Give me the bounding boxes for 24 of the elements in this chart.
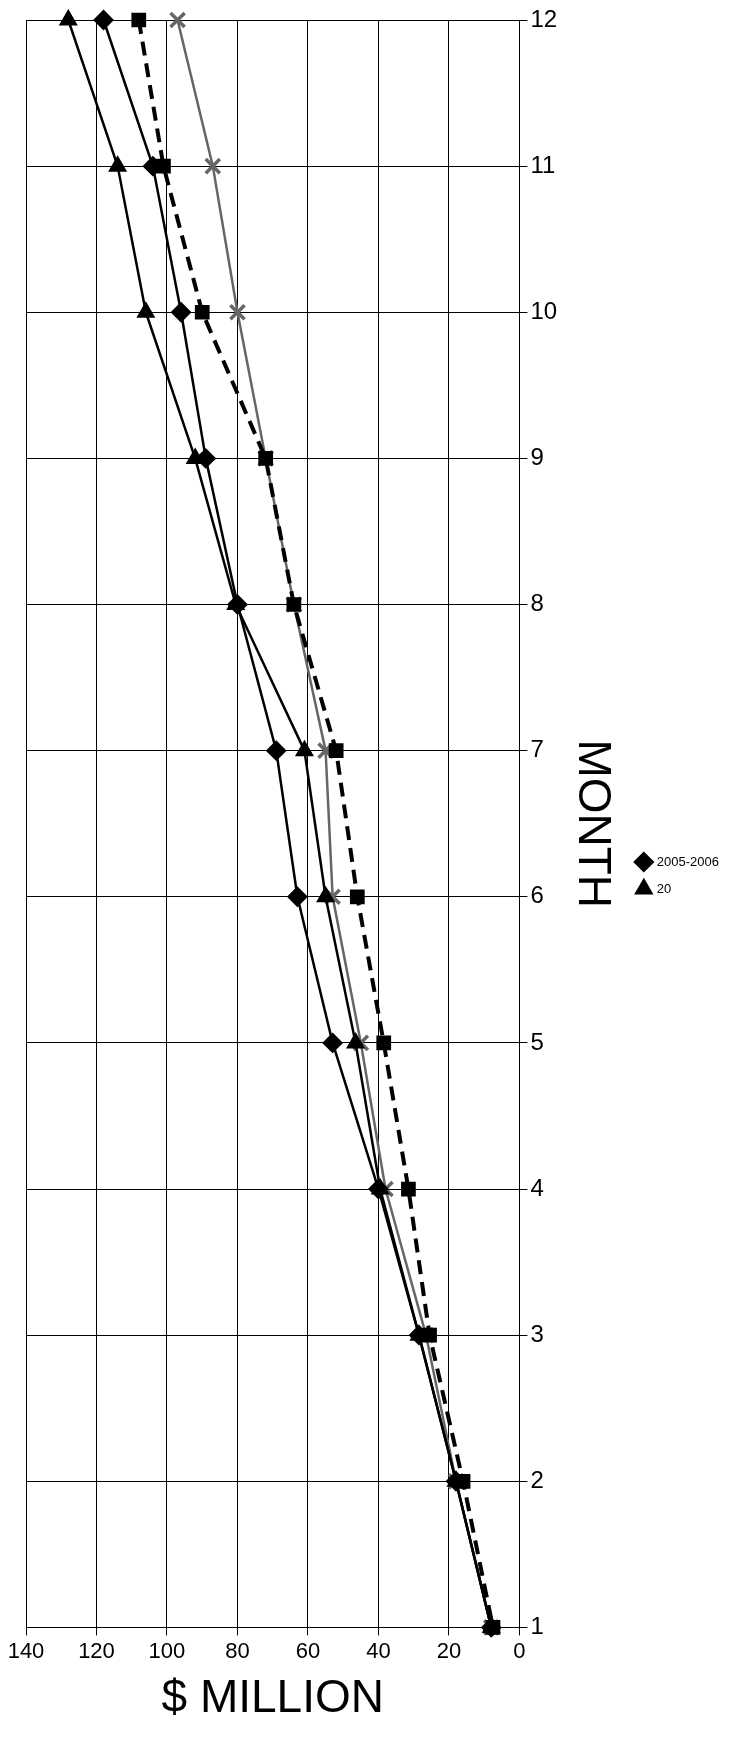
y-axis-title: MONTH bbox=[569, 739, 622, 909]
y-tick-label: 3 bbox=[530, 1319, 544, 1347]
x-tick-label: 20 bbox=[436, 1637, 462, 1663]
legend-label: 20 bbox=[656, 880, 672, 896]
y-tick-label: 10 bbox=[530, 296, 558, 324]
y-tick-label: 1 bbox=[530, 1612, 544, 1640]
x-tick-label: 120 bbox=[78, 1637, 115, 1663]
x-tick-label: 100 bbox=[148, 1637, 186, 1663]
y-tick-label: 5 bbox=[530, 1027, 544, 1055]
y-tick-label: 4 bbox=[530, 1173, 544, 1201]
x-tick-label: 140 bbox=[7, 1637, 45, 1663]
x-tick-label: 40 bbox=[366, 1637, 391, 1663]
y-tick-label: 12 bbox=[530, 4, 558, 32]
y-tick-label: 9 bbox=[530, 443, 544, 471]
y-tick-label: 6 bbox=[530, 881, 544, 909]
y-tick-label: 7 bbox=[530, 735, 544, 763]
x-tick-label: 0 bbox=[513, 1637, 526, 1663]
x-axis-title: $ MILLION bbox=[161, 1670, 384, 1723]
y-tick-label: 2 bbox=[530, 1465, 544, 1493]
y-tick-label: 11 bbox=[530, 150, 556, 178]
x-tick-label: 80 bbox=[225, 1637, 250, 1663]
legend-label: 2005-2006 bbox=[656, 853, 719, 869]
y-tick-label: 8 bbox=[530, 589, 544, 617]
x-tick-label: 60 bbox=[295, 1637, 321, 1663]
